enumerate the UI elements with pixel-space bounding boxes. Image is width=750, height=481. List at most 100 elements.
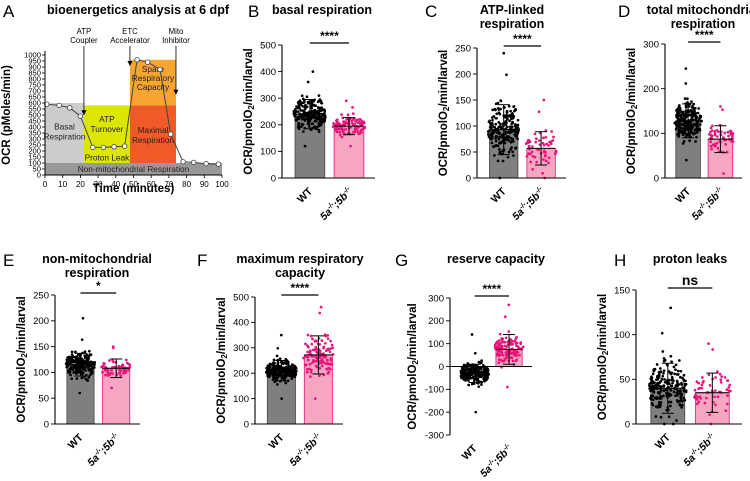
data-point-mutant — [318, 351, 322, 355]
y-tick-label: 100 — [455, 121, 471, 132]
data-point-wt — [302, 117, 306, 121]
data-point-wt — [283, 366, 287, 370]
annotation-1-arrowhead — [81, 110, 87, 116]
y-axis-title: OCR/pmolO2/min/larval — [216, 297, 229, 424]
data-point-mutant — [714, 376, 717, 379]
region-basal-respiration — [45, 103, 84, 163]
data-point-wt — [655, 396, 659, 399]
data-point-wt — [312, 99, 315, 103]
y-tick-label: -100 — [425, 385, 444, 396]
data-point-wt — [502, 51, 506, 55]
y-tick-label: 200 — [28, 147, 41, 156]
data-point-wt — [463, 377, 467, 381]
y-tick-label: 50 — [619, 375, 630, 386]
data-point-mutant — [713, 395, 716, 399]
data-point-mutant — [349, 144, 352, 148]
x-tick-label: 10 — [58, 180, 67, 189]
data-point-wt — [672, 390, 676, 394]
data-point-mutant — [554, 149, 558, 153]
data-point-wt — [80, 338, 84, 342]
data-point-wt — [678, 403, 682, 407]
y-tick-label: 400 — [260, 67, 276, 78]
data-point-wt — [682, 124, 686, 127]
data-point-mutant — [306, 333, 310, 337]
y-tick-label: 150 — [614, 285, 630, 296]
data-point-wt — [477, 385, 481, 389]
data-point-wt — [294, 110, 298, 113]
data-point-mutant — [507, 330, 511, 333]
data-point-wt — [268, 364, 272, 368]
data-point-wt — [698, 114, 702, 118]
data-point-wt — [91, 361, 95, 365]
data-point-mutant — [315, 347, 318, 351]
data-point-mutant — [128, 363, 132, 367]
data-point-wt — [684, 158, 688, 162]
data-point-wt — [648, 384, 651, 388]
data-point-wt — [680, 403, 684, 407]
data-point-wt — [661, 374, 665, 378]
y-tick-label: 900 — [28, 63, 41, 72]
data-point-wt — [694, 123, 698, 127]
data-point-wt — [317, 128, 321, 132]
chart-title: maximum respiratory — [236, 252, 363, 266]
data-point-mutant — [104, 373, 107, 377]
data-point-mutant — [550, 130, 554, 133]
data-point-wt — [680, 399, 684, 403]
data-point-wt — [496, 159, 500, 163]
data-point-mutant — [541, 141, 545, 145]
x-tick-label: 80 — [182, 180, 191, 189]
data-point-wt — [284, 375, 288, 378]
data-point — [144, 59, 151, 65]
data-point-mutant — [315, 350, 319, 354]
data-point-mutant — [695, 380, 699, 383]
data-point-mutant — [707, 373, 711, 377]
data-point-wt — [311, 70, 315, 73]
data-point-mutant — [329, 359, 333, 362]
data-point-wt — [683, 398, 687, 402]
data-point-mutant — [306, 358, 310, 362]
data-point-wt — [669, 400, 673, 404]
data-point-mutant — [700, 383, 704, 387]
data-point-wt — [684, 382, 688, 386]
data-point-mutant — [318, 356, 322, 359]
data-point-wt — [650, 395, 654, 398]
data-point-wt — [86, 379, 90, 382]
data-point-wt — [667, 415, 671, 419]
data-point-mutant — [727, 385, 731, 389]
data-point-wt — [266, 372, 270, 376]
data-point-wt — [317, 94, 321, 97]
data-point-mutant — [731, 140, 735, 144]
data-point-mutant — [498, 332, 502, 336]
data-point-mutant — [724, 409, 728, 413]
y-tick-label: 100 — [614, 330, 630, 341]
data-point-wt — [689, 108, 693, 112]
data-point-mutant — [503, 315, 507, 319]
region-label-maximal-1: Maximal — [138, 125, 169, 135]
y-tick-label: 0 — [271, 173, 276, 184]
data-point-mutant — [500, 340, 504, 344]
data-point-mutant — [513, 340, 516, 343]
annotation-3-line2: Inhibitor — [162, 36, 190, 45]
data-point-wt — [506, 155, 510, 159]
data-point-wt — [80, 376, 84, 380]
data-point-wt — [75, 355, 79, 358]
data-point-wt — [306, 111, 310, 115]
y-tick-label: 200 — [455, 69, 471, 80]
data-point-wt — [693, 128, 697, 132]
data-point-wt — [675, 391, 679, 395]
data-point-wt — [493, 107, 497, 111]
data-point-wt — [64, 362, 68, 366]
data-point-wt — [661, 394, 665, 398]
data-point-mutant — [117, 364, 121, 368]
data-point-wt — [316, 111, 320, 114]
data-point-mutant — [309, 334, 313, 338]
data-point-mutant — [322, 346, 325, 350]
data-point-wt — [684, 104, 688, 108]
data-point-wt — [509, 125, 513, 129]
data-point-wt — [687, 105, 691, 108]
data-point-wt — [669, 384, 673, 388]
data-point-wt — [507, 130, 511, 133]
data-point-mutant — [515, 335, 518, 339]
data-point-mutant — [504, 336, 508, 340]
